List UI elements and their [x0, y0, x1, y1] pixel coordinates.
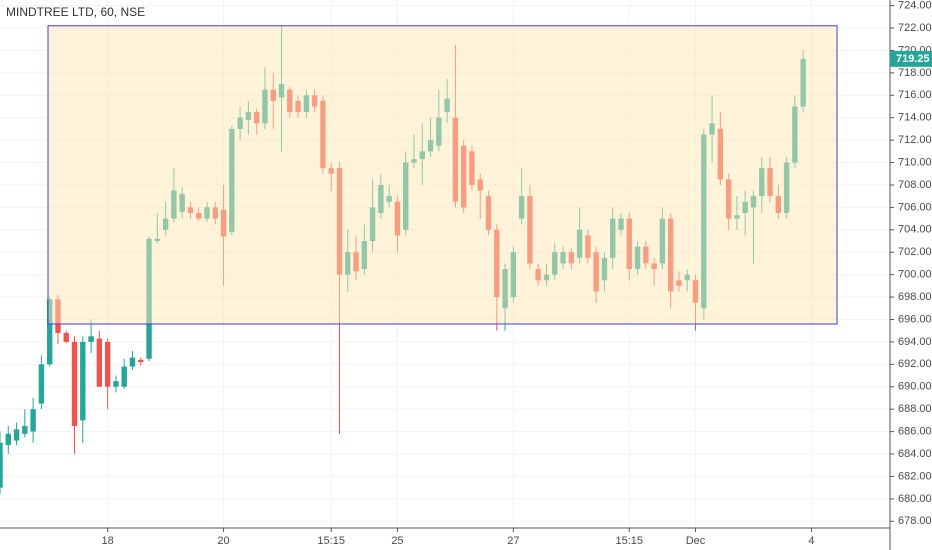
- y-tick-label: 724.00: [898, 0, 932, 12]
- range-box: [47, 25, 838, 325]
- chart-title: MINDTREE LTD, 60, NSE: [6, 5, 145, 19]
- y-tick-label: 684.00: [898, 448, 932, 460]
- candle-body: [80, 341, 86, 421]
- candle-body: [88, 336, 94, 342]
- candle-body: [5, 433, 11, 446]
- candle-body: [13, 429, 20, 441]
- y-tick-label: 708.00: [898, 179, 932, 191]
- y-tick-label: 698.00: [898, 291, 932, 303]
- y-tick-label: 702.00: [898, 246, 932, 258]
- y-tick-label: 700.00: [898, 269, 932, 281]
- candle-body: [96, 338, 103, 387]
- candle-body: [38, 364, 45, 404]
- y-tick-label: 692.00: [898, 358, 932, 370]
- y-tick-label: 696.00: [898, 313, 932, 325]
- overlay: [47, 25, 838, 325]
- candle-body: [22, 425, 28, 434]
- x-tick-label: 15:15: [616, 535, 644, 547]
- axes: 678.00 680.00 682.00 684.00 686.00 688.00 690.…: [102, 0, 932, 547]
- y-tick-label: 690.00: [898, 381, 932, 393]
- y-tick-label: 712.00: [898, 134, 932, 146]
- x-tick-label: Dec: [686, 535, 706, 547]
- y-tick-label: 694.00: [898, 336, 932, 348]
- y-tick-label: 678.00: [898, 515, 932, 527]
- y-tick-label: 714.00: [898, 112, 932, 124]
- x-tick-label: 15:15: [317, 535, 345, 547]
- candle-body: [129, 357, 136, 367]
- candle-body: [63, 332, 69, 342]
- x-tick-label: 27: [507, 535, 519, 547]
- y-tick-label: 682.00: [898, 470, 932, 482]
- y-tick-label: 722.00: [898, 22, 932, 34]
- x-tick-label: 20: [217, 535, 229, 547]
- candle-body: [30, 409, 36, 432]
- candle-body: [104, 341, 111, 387]
- last-price-label: 719.25: [896, 53, 930, 65]
- y-tick-label: 716.00: [898, 89, 932, 101]
- y-tick-label: 688.00: [898, 403, 932, 415]
- y-tick-label: 710.00: [898, 156, 932, 168]
- y-tick-label: 686.00: [898, 425, 932, 437]
- x-tick-label: 18: [102, 535, 114, 547]
- y-tick-label: 680.00: [898, 493, 932, 505]
- candle-body: [46, 299, 53, 365]
- y-tick-label: 718.00: [898, 67, 932, 79]
- last-price-box: [890, 50, 932, 67]
- x-tick-label: 25: [391, 535, 403, 547]
- x-tick-label: 4: [808, 535, 814, 547]
- candle-body: [71, 341, 78, 426]
- candle-body: [0, 442, 3, 488]
- y-tick-label: 706.00: [898, 201, 932, 213]
- candle-body: [138, 359, 144, 363]
- candle-body: [113, 381, 119, 387]
- y-tick-label: 704.00: [898, 224, 932, 236]
- candle-body: [121, 366, 127, 387]
